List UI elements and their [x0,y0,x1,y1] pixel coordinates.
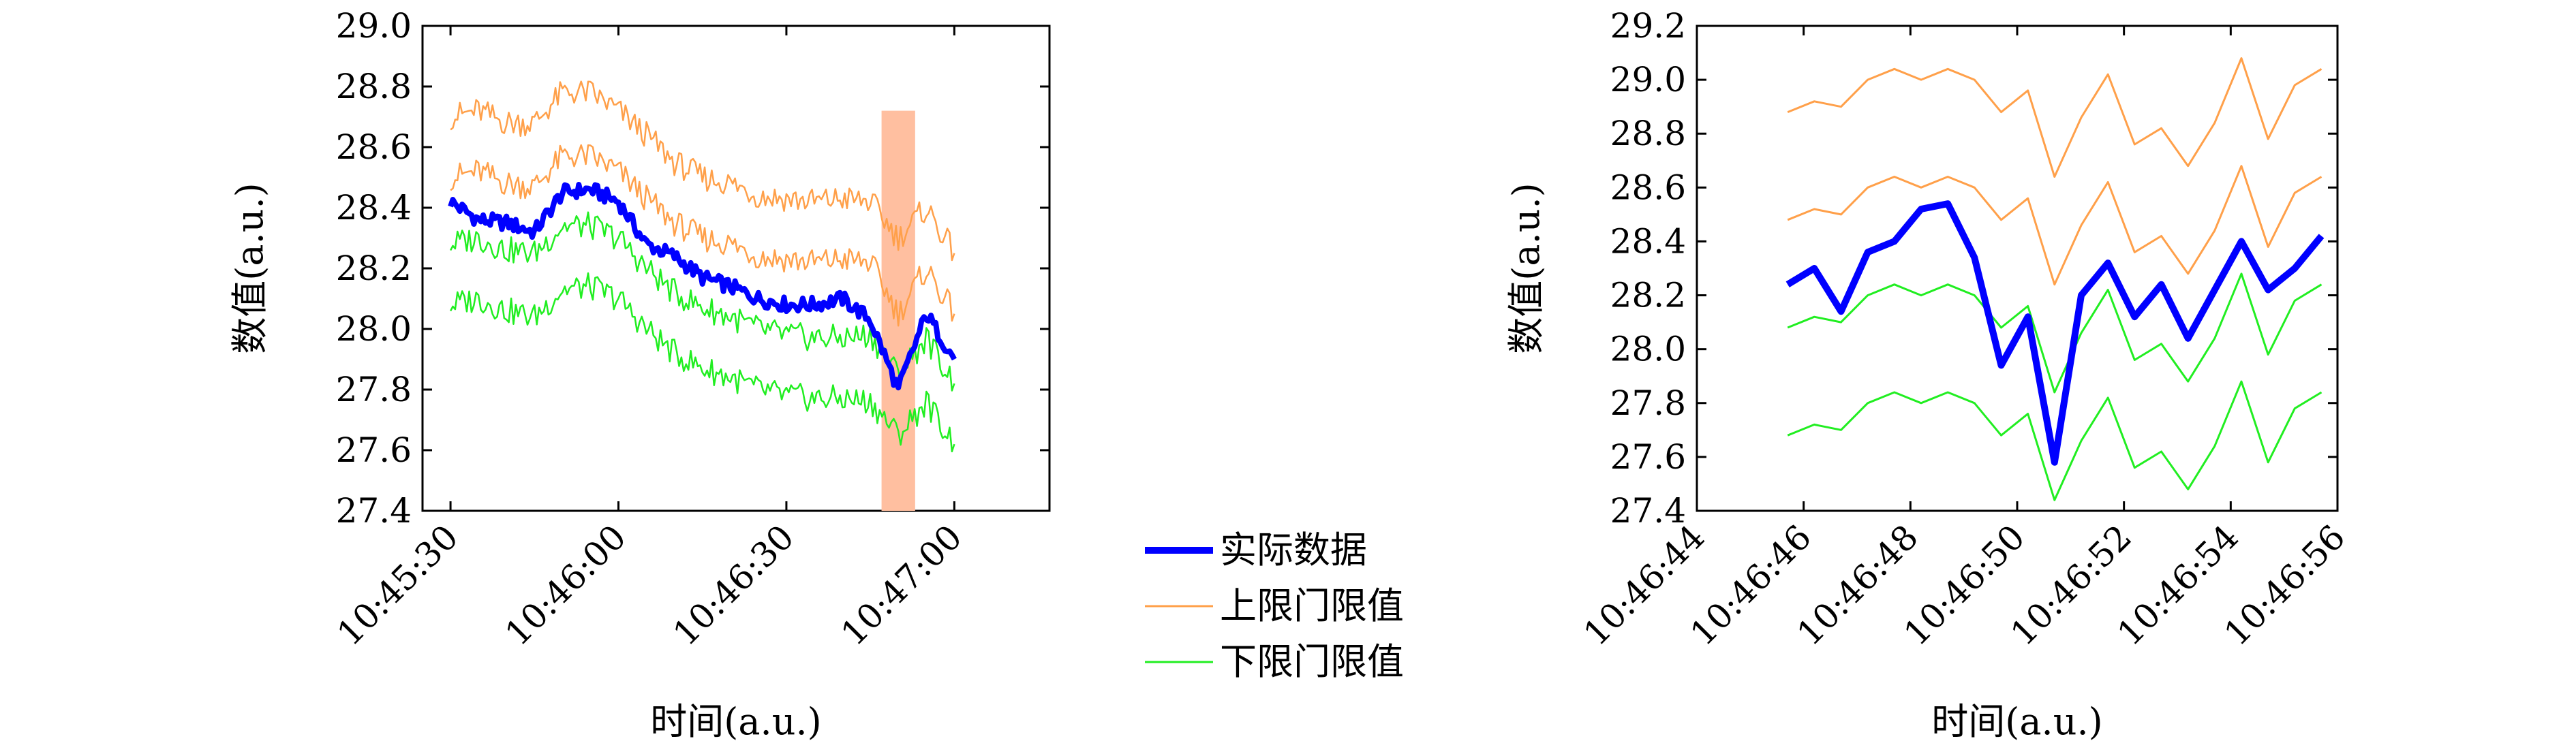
legend-label-lower: 下限门限值 [1220,640,1404,683]
right-chart-series-lower2 [1787,272,2322,394]
left-chart-series-lower [449,272,955,453]
legend-label-upper: 上限门限值 [1220,584,1404,627]
right-chart-y-tick-label: 28.6 [1610,168,1686,207]
right-chart-y-tick-label: 28.8 [1610,114,1686,153]
left-chart-y-tick-label: 28.0 [336,309,412,349]
left-chart-y-axis-title: 数值(a.u.) [228,183,271,353]
right-chart-series-upper [1787,57,2322,178]
right-chart: 27.4 27.6 27.8 28.0 28.2 28.4 28.6 28.8 29.0 29.2… [1505,6,2352,743]
left-chart-series-actual [448,182,957,391]
right-chart-y-ticks: 27.4 27.6 27.8 28.0 28.2 28.4 28.6 28.8 29.0 29.2 [1610,6,2337,531]
right-chart-series-actual [1785,200,2325,466]
left-chart-y-ticks: 27.4 27.6 27.8 28.0 28.2 28.4 28.6 28.8 29.0 [336,6,1049,531]
right-chart-y-tick-label: 27.4 [1610,491,1686,531]
right-chart-x-axis-title: 时间(a.u.) [1931,700,2102,743]
left-chart-x-tick-label: 10:47:00 [833,517,970,653]
left-chart-x-ticks: 10:45:30 10:46:00 10:46:30 10:47:00 [330,26,970,653]
left-chart-frame [421,25,1051,512]
left-chart-y-tick-label: 28.8 [336,67,412,106]
left-chart-y-tick-label: 28.6 [336,127,412,167]
right-chart-y-axis-title: 数值(a.u.) [1505,183,1548,353]
left-chart-y-tick-label: 28.4 [336,188,412,227]
left-chart-y-tick-label: 28.2 [336,249,412,288]
legend-label-actual: 实际数据 [1220,529,1367,571]
left-chart-x-tick-label: 10:46:00 [497,517,634,653]
left-chart-y-tick-label: 27.8 [336,370,412,409]
left-chart-x-tick-label: 10:46:30 [666,517,802,653]
left-chart-highlight-span [881,110,915,511]
right-chart-y-tick-label: 29.0 [1610,60,1686,99]
left-chart-y-tick-label: 29.0 [336,6,412,46]
right-chart-series [1785,57,2325,501]
left-chart-y-tick-label: 27.4 [336,491,412,531]
right-chart-y-tick-label: 27.8 [1610,383,1686,423]
left-chart-y-tick-label: 27.6 [336,430,412,470]
legend: 实际数据 上限门限值 下限门限值 [1145,529,1404,683]
left-chart: 27.4 27.6 27.8 28.0 28.2 28.4 28.6 28.8 29.0 10:… [228,6,1051,743]
right-chart-series-upper2 [1787,165,2322,286]
right-chart-y-tick-label: 28.4 [1610,221,1686,261]
right-chart-series-lower [1787,380,2322,501]
left-chart-x-axis-title: 时间(a.u.) [650,700,821,743]
right-chart-y-tick-label: 28.2 [1610,276,1686,315]
left-chart-series-upper2 [450,144,955,327]
right-chart-x-ticks: 10:46:4410:46:4610:46:4810:46:5010:46:52… [1576,26,2352,653]
left-chart-series-upper [450,80,955,262]
left-chart-series [448,80,957,511]
left-chart-x-tick-label: 10:45:30 [330,517,466,653]
right-chart-y-tick-label: 27.6 [1610,437,1686,477]
right-chart-y-tick-label: 29.2 [1610,6,1686,46]
right-chart-y-tick-label: 28.0 [1610,330,1686,369]
